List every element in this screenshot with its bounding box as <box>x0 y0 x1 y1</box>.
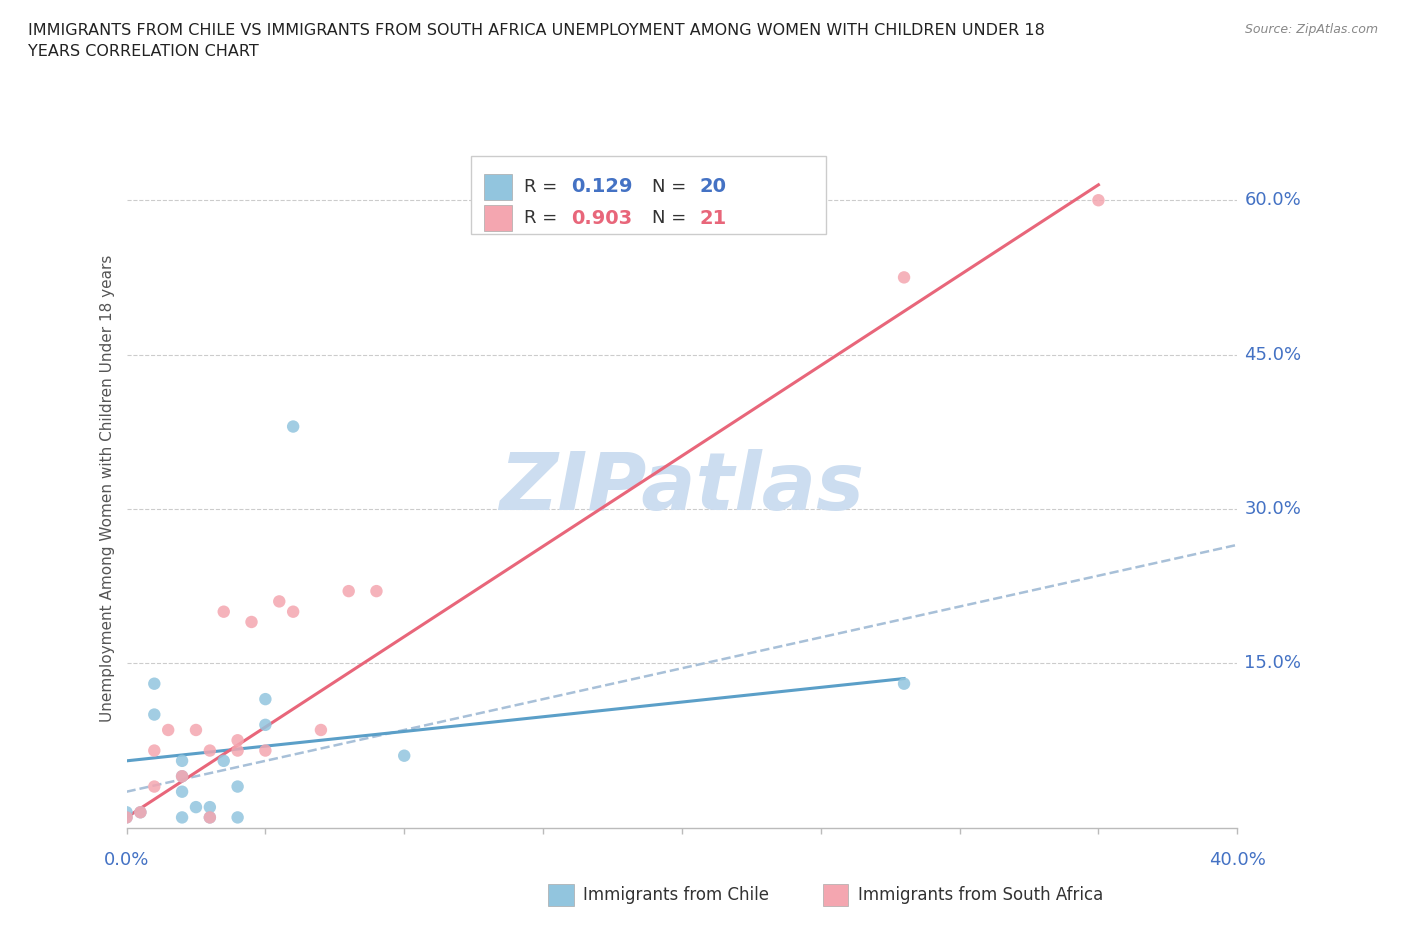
Point <box>129 804 152 819</box>
Text: Immigrants from South Africa: Immigrants from South Africa <box>858 885 1102 904</box>
Text: R =: R = <box>524 209 564 227</box>
Point <box>226 779 249 794</box>
Point <box>172 769 194 784</box>
FancyBboxPatch shape <box>471 155 827 233</box>
Text: 21: 21 <box>700 208 727 228</box>
Text: IMMIGRANTS FROM CHILE VS IMMIGRANTS FROM SOUTH AFRICA UNEMPLOYMENT AMONG WOMEN W: IMMIGRANTS FROM CHILE VS IMMIGRANTS FROM… <box>28 23 1045 38</box>
Point <box>394 749 416 764</box>
Point <box>172 810 194 825</box>
Text: N =: N = <box>652 209 692 227</box>
Point <box>143 743 166 758</box>
Point <box>254 692 277 707</box>
Text: 45.0%: 45.0% <box>1244 346 1302 364</box>
Point <box>184 800 207 815</box>
Point <box>281 604 304 619</box>
Text: 0.903: 0.903 <box>571 208 631 228</box>
Point <box>240 615 263 630</box>
Point <box>157 723 180 737</box>
Y-axis label: Unemployment Among Women with Children Under 18 years: Unemployment Among Women with Children U… <box>100 255 115 722</box>
Point <box>226 810 249 825</box>
Point <box>893 676 915 691</box>
Point <box>198 743 221 758</box>
Text: ZIPatlas: ZIPatlas <box>499 449 865 527</box>
Text: R =: R = <box>524 178 564 196</box>
Text: 30.0%: 30.0% <box>1244 499 1301 518</box>
Point <box>184 723 207 737</box>
Point <box>115 810 138 825</box>
Text: Source: ZipAtlas.com: Source: ZipAtlas.com <box>1244 23 1378 36</box>
FancyBboxPatch shape <box>484 206 512 231</box>
FancyBboxPatch shape <box>484 174 512 200</box>
Point <box>269 594 291 609</box>
Text: YEARS CORRELATION CHART: YEARS CORRELATION CHART <box>28 44 259 59</box>
Point <box>115 810 138 825</box>
Point <box>893 270 915 285</box>
Text: 20: 20 <box>700 178 727 196</box>
Point <box>198 810 221 825</box>
Point <box>1087 193 1109 207</box>
Point <box>115 804 138 819</box>
Point <box>172 753 194 768</box>
Point <box>366 584 388 599</box>
Point <box>254 743 277 758</box>
Point <box>129 804 152 819</box>
Point <box>337 584 360 599</box>
Point <box>172 784 194 799</box>
Point <box>212 753 235 768</box>
Point <box>143 676 166 691</box>
Text: 60.0%: 60.0% <box>1244 192 1301 209</box>
Point <box>254 717 277 732</box>
Text: 0.129: 0.129 <box>571 178 633 196</box>
Point <box>172 769 194 784</box>
Point <box>226 743 249 758</box>
Text: 0.0%: 0.0% <box>104 851 149 870</box>
Text: 15.0%: 15.0% <box>1244 654 1302 672</box>
Text: Immigrants from Chile: Immigrants from Chile <box>583 885 769 904</box>
Point <box>198 810 221 825</box>
Point <box>143 707 166 722</box>
Text: 40.0%: 40.0% <box>1209 851 1265 870</box>
Text: N =: N = <box>652 178 692 196</box>
Point <box>143 779 166 794</box>
Point <box>281 419 304 434</box>
Point <box>309 723 332 737</box>
Point <box>198 800 221 815</box>
Point <box>212 604 235 619</box>
Point <box>226 733 249 748</box>
